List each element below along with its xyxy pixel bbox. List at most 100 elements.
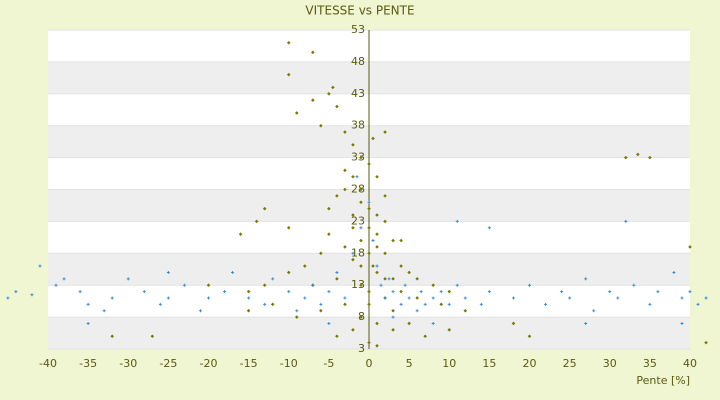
point [584, 277, 588, 281]
point [271, 277, 275, 281]
point [648, 302, 652, 306]
point [359, 283, 363, 287]
point [14, 290, 18, 294]
x-tick-label: 25 [563, 357, 577, 370]
point [431, 321, 435, 325]
point [391, 277, 395, 281]
point [680, 296, 684, 300]
point [294, 315, 299, 319]
point [182, 283, 186, 287]
x-tick-label: 40 [683, 357, 697, 370]
x-tick-label: -10 [280, 357, 298, 370]
point [351, 328, 355, 332]
point [343, 187, 347, 192]
point [359, 200, 363, 205]
point [568, 296, 572, 300]
point [62, 277, 66, 281]
point [367, 251, 371, 256]
point [343, 296, 347, 300]
x-tick-label: 30 [603, 357, 617, 370]
point [648, 155, 652, 160]
point [632, 283, 636, 287]
point [166, 296, 170, 300]
point [375, 321, 379, 326]
point [150, 334, 155, 339]
point [327, 206, 331, 211]
y-tick-label: 53 [351, 23, 365, 36]
point [439, 290, 443, 294]
point [335, 334, 339, 339]
point [311, 283, 315, 287]
point [375, 213, 379, 217]
point [447, 328, 452, 332]
point [102, 309, 106, 313]
point [391, 290, 395, 294]
point [544, 302, 548, 306]
point [335, 270, 339, 274]
point [343, 130, 347, 134]
point [359, 187, 363, 192]
point [696, 302, 700, 306]
point [463, 308, 468, 313]
point [680, 321, 684, 325]
point [672, 270, 676, 274]
point [383, 277, 387, 281]
point [331, 85, 335, 90]
x-tick-label: 10 [442, 357, 456, 370]
point [371, 239, 375, 243]
point [359, 155, 363, 160]
x-tick-label: 35 [643, 357, 657, 370]
point [343, 245, 347, 249]
point [407, 321, 411, 326]
point [439, 302, 444, 307]
point [383, 219, 387, 224]
point [407, 270, 411, 275]
point [367, 162, 371, 166]
x-tick-label: 15 [482, 357, 496, 370]
point [6, 296, 10, 300]
point [223, 290, 227, 294]
point [479, 302, 483, 306]
point [327, 321, 331, 325]
point [608, 290, 612, 294]
point [295, 309, 299, 313]
point [367, 289, 371, 294]
point [560, 290, 564, 294]
y-tick-label: 13 [351, 278, 365, 291]
point [286, 270, 291, 275]
point [528, 283, 531, 287]
y-tick-label: 18 [351, 246, 365, 259]
point [387, 277, 391, 281]
point [527, 334, 532, 339]
point [54, 283, 58, 287]
point [359, 226, 363, 230]
point [399, 302, 403, 306]
point [263, 302, 267, 306]
point [371, 264, 375, 268]
point [447, 289, 452, 294]
point [126, 277, 130, 281]
point [704, 296, 708, 300]
point [335, 194, 339, 198]
point [383, 251, 387, 256]
point [403, 283, 407, 287]
x-axis-label: Pente [%] [636, 374, 690, 387]
x-tick-label: -40 [39, 357, 57, 370]
point [487, 226, 491, 230]
point [431, 296, 435, 300]
point [231, 270, 235, 274]
point [379, 283, 383, 287]
point [371, 136, 375, 141]
point [286, 225, 291, 230]
point [303, 264, 307, 268]
point [142, 290, 146, 294]
y-tick-label: 48 [351, 55, 365, 68]
point [327, 92, 331, 96]
point [399, 264, 403, 268]
x-tick-label: -15 [240, 357, 258, 370]
point [415, 277, 419, 281]
point [327, 232, 331, 236]
point [375, 344, 379, 348]
point [110, 296, 114, 300]
